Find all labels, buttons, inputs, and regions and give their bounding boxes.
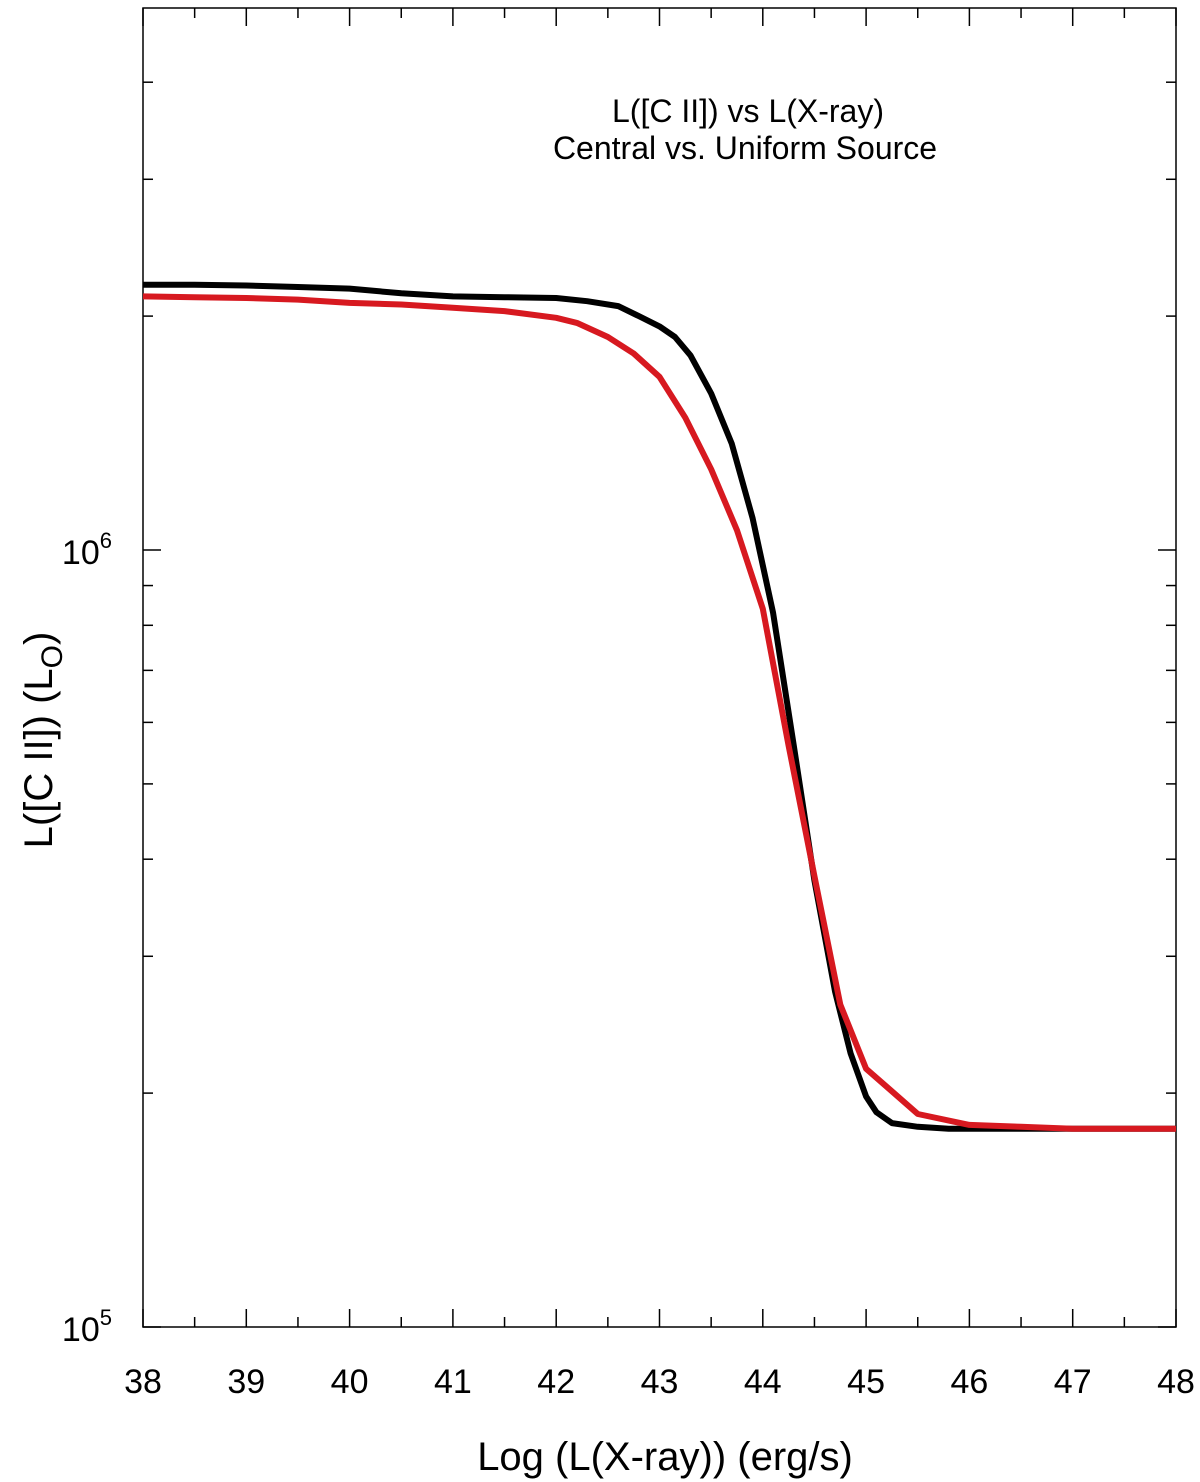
- series-line-1: [143, 281, 1176, 1132]
- x-tick-label: 38: [124, 1363, 162, 1401]
- x-tick-label: 45: [847, 1363, 885, 1401]
- x-tick-labels: 38 39 40 41 42 43 44 45 46 47 48: [124, 1363, 1195, 1401]
- y-axis-title-subscript: O: [36, 645, 69, 668]
- y-axis-title-close: ): [17, 632, 61, 645]
- x-tick-label: 40: [331, 1363, 369, 1401]
- x-tick-label: 43: [641, 1363, 679, 1401]
- series-layer: [142, 281, 1176, 1132]
- x-tick-label: 47: [1054, 1363, 1092, 1401]
- series-line-2: [142, 293, 1176, 1132]
- x-tick-label: 39: [227, 1363, 265, 1401]
- y-axis-title: L([C II]) (LO): [17, 632, 69, 849]
- x-tick-label: 42: [537, 1363, 575, 1401]
- chart-title-line-2: Central vs. Uniform Source: [553, 130, 937, 166]
- y-tick-labels: 105 106: [62, 528, 112, 1349]
- x-tick-label: 48: [1157, 1363, 1195, 1401]
- x-tick-label: 46: [950, 1363, 988, 1401]
- x-axis-title: Log (L(X-ray)) (erg/s): [477, 1435, 853, 1479]
- x-tick-label: 44: [744, 1363, 782, 1401]
- y-axis-title-main: L([C II]) (L: [17, 668, 61, 848]
- x-tick-label: 41: [434, 1363, 472, 1401]
- chart-title-line-1: L([C II]) vs L(X-ray): [612, 93, 884, 129]
- y-tick-label: 105: [62, 1305, 112, 1349]
- axis-ticks: [142, 8, 1177, 1328]
- y-tick-label: 106: [62, 528, 112, 572]
